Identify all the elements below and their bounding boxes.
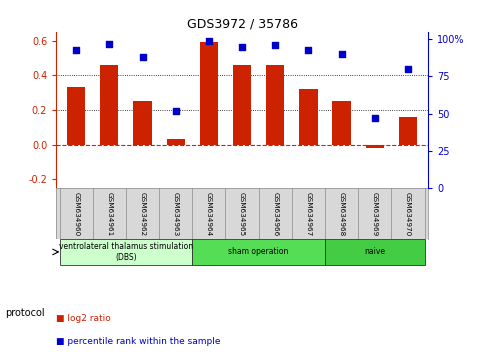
Point <box>238 44 245 50</box>
Text: GSM634967: GSM634967 <box>305 192 311 236</box>
Text: GSM634965: GSM634965 <box>239 192 244 236</box>
Bar <box>166 139 184 145</box>
Bar <box>299 89 317 145</box>
Bar <box>398 117 416 145</box>
Point <box>204 38 212 44</box>
Text: GSM634963: GSM634963 <box>172 192 178 236</box>
Text: GSM634966: GSM634966 <box>272 192 278 236</box>
Text: ventrolateral thalamus stimulation
(DBS): ventrolateral thalamus stimulation (DBS) <box>59 242 193 262</box>
Point <box>138 54 146 60</box>
Bar <box>60 239 192 265</box>
Text: GSM634968: GSM634968 <box>338 192 344 236</box>
Text: GSM634960: GSM634960 <box>73 192 79 236</box>
Bar <box>232 65 251 145</box>
Bar <box>365 145 383 148</box>
Text: naive: naive <box>364 247 385 256</box>
Point <box>304 47 312 52</box>
Bar <box>192 239 325 265</box>
Point <box>370 115 378 121</box>
Bar <box>100 65 118 145</box>
Text: protocol: protocol <box>5 308 44 318</box>
Bar <box>265 65 284 145</box>
Text: GSM634969: GSM634969 <box>371 192 377 236</box>
Bar <box>332 101 350 145</box>
Bar <box>199 42 218 145</box>
Title: GDS3972 / 35786: GDS3972 / 35786 <box>186 18 297 31</box>
Text: GSM634962: GSM634962 <box>139 192 145 236</box>
Point <box>403 66 411 72</box>
Bar <box>133 101 151 145</box>
Bar <box>325 239 424 265</box>
Text: GSM634964: GSM634964 <box>205 192 211 236</box>
Bar <box>67 87 85 145</box>
Text: GSM634961: GSM634961 <box>106 192 112 236</box>
Text: ■ log2 ratio: ■ log2 ratio <box>56 314 111 323</box>
Point <box>72 47 80 52</box>
Point <box>171 108 179 114</box>
Text: GSM634970: GSM634970 <box>404 192 410 236</box>
Text: ■ percentile rank within the sample: ■ percentile rank within the sample <box>56 337 220 346</box>
Point <box>271 42 279 48</box>
Point <box>337 51 345 57</box>
Text: sham operation: sham operation <box>228 247 288 256</box>
Point <box>105 41 113 47</box>
